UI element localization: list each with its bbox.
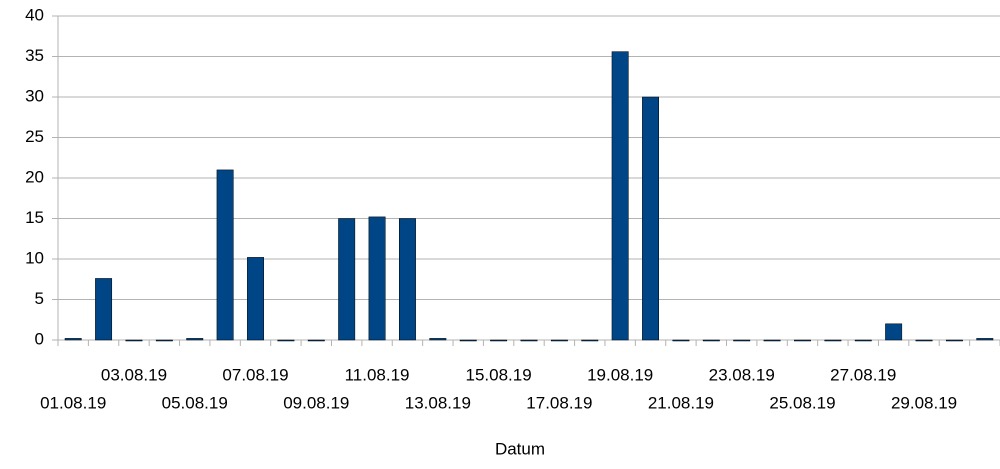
x-tick-label: 09.08.19 [283,393,349,412]
bar [64,338,82,341]
bar [763,339,781,342]
bar [672,339,690,342]
x-tick-label: 29.08.19 [891,393,957,412]
x-tick-label: 23.08.19 [709,365,775,384]
bar [247,257,264,341]
x-tick-label: 01.08.19 [40,393,106,412]
y-tick-label: 15 [25,208,44,227]
bar [368,216,386,341]
y-tick-label: 10 [25,248,44,267]
y-tick-label: 20 [25,167,44,186]
y-tick-label: 40 [25,5,44,24]
y-tick-label: 30 [25,86,44,105]
bar [338,218,356,341]
bar [520,339,538,342]
bar [277,339,295,342]
bar [459,339,477,342]
bar [794,339,811,342]
y-tick-label: 0 [35,329,44,348]
x-tick-label: 21.08.19 [648,393,714,412]
bar [611,51,629,341]
bar [976,338,994,341]
bar [733,339,751,342]
bar [945,339,963,342]
bar [885,323,903,341]
x-tick-label: 07.08.19 [222,365,288,384]
x-tick-label: 27.08.19 [830,365,896,384]
bar [550,339,568,342]
bar [429,338,447,341]
bar [307,339,325,342]
x-tick-label: 25.08.19 [769,393,835,412]
bar [186,338,204,341]
bar [702,339,720,342]
bar [398,218,416,341]
bar [490,339,508,342]
y-tick-label: 35 [25,46,44,65]
x-tick-label: 17.08.19 [526,393,592,412]
bar [824,339,842,342]
y-tick-label: 5 [35,289,44,308]
y-tick-label: 25 [25,127,44,146]
bar [95,278,113,341]
x-tick-label: 13.08.19 [405,393,471,412]
x-tick-label: 19.08.19 [587,365,653,384]
bar [155,339,173,342]
x-tick-label: 15.08.19 [466,365,532,384]
bar [642,96,660,341]
bar [216,169,234,341]
x-tick-label: 03.08.19 [101,365,167,384]
bar [125,339,143,342]
bar [854,339,872,342]
x-tick-label: 11.08.19 [345,365,410,384]
bar [915,339,933,342]
x-tick-label: 05.08.19 [162,393,228,412]
bar [581,339,599,342]
x-axis-title: Datum [495,439,545,458]
